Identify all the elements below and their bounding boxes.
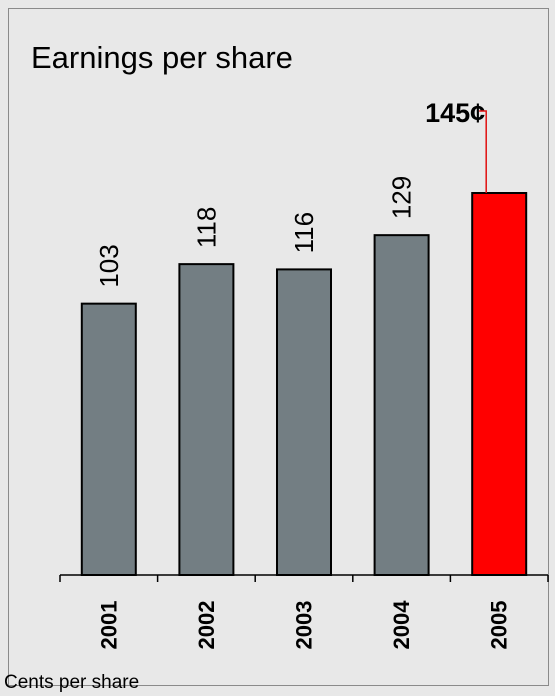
- units-note: Cents per share: [4, 672, 140, 693]
- bar-2003: [276, 268, 332, 576]
- leader-line: [479, 110, 487, 193]
- x-axis: [59, 574, 549, 582]
- chart-title: Earnings per share: [31, 40, 293, 75]
- bar-2001: [80, 302, 137, 576]
- value-label-2002: 118: [191, 207, 221, 248]
- labels-group: 2001 103 2002 118 2003 116 2004 129 2005 145¢: [94, 98, 512, 649]
- bar-2002: [178, 263, 235, 576]
- bar-2005: [471, 192, 528, 576]
- bar-2004: [373, 234, 430, 576]
- value-label-2004: 129: [387, 176, 417, 219]
- value-label-2003: 116: [289, 212, 319, 253]
- x-tick-label-2003: 2003: [292, 601, 317, 650]
- x-tick-label-2005: 2005: [487, 601, 512, 650]
- bars-group: [80, 192, 528, 576]
- x-tick-label-2004: 2004: [389, 600, 414, 650]
- x-tick-label-2002: 2002: [194, 601, 219, 650]
- highlight-value-label: 145¢: [425, 98, 485, 128]
- value-label-2001: 103: [94, 244, 124, 287]
- x-tick-label-2001: 2001: [96, 601, 121, 650]
